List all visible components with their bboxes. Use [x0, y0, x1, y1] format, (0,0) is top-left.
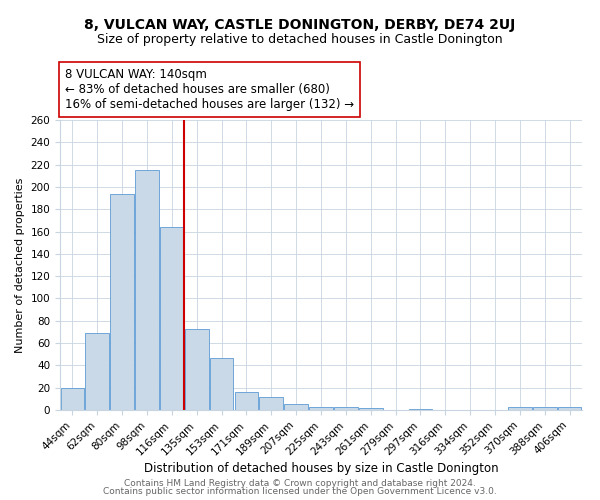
Bar	[61, 388, 84, 410]
Bar	[110, 194, 134, 410]
Y-axis label: Number of detached properties: Number of detached properties	[15, 178, 25, 352]
Bar	[309, 406, 333, 410]
Text: Size of property relative to detached houses in Castle Donington: Size of property relative to detached ho…	[97, 32, 503, 46]
Bar	[160, 227, 184, 410]
Bar	[185, 328, 209, 410]
Bar	[409, 409, 432, 410]
Bar	[533, 406, 557, 410]
Bar	[235, 392, 258, 410]
Bar	[210, 358, 233, 410]
Text: Contains public sector information licensed under the Open Government Licence v3: Contains public sector information licen…	[103, 487, 497, 496]
Bar	[558, 406, 581, 410]
Bar	[334, 406, 358, 410]
Bar	[259, 396, 283, 410]
Text: 8, VULCAN WAY, CASTLE DONINGTON, DERBY, DE74 2UJ: 8, VULCAN WAY, CASTLE DONINGTON, DERBY, …	[85, 18, 515, 32]
Text: 8 VULCAN WAY: 140sqm
← 83% of detached houses are smaller (680)
16% of semi-deta: 8 VULCAN WAY: 140sqm ← 83% of detached h…	[65, 68, 355, 111]
Bar	[508, 406, 532, 410]
Text: Contains HM Land Registry data © Crown copyright and database right 2024.: Contains HM Land Registry data © Crown c…	[124, 478, 476, 488]
Bar	[359, 408, 383, 410]
Bar	[284, 404, 308, 410]
X-axis label: Distribution of detached houses by size in Castle Donington: Distribution of detached houses by size …	[143, 462, 499, 475]
Bar	[135, 170, 159, 410]
Bar	[85, 333, 109, 410]
